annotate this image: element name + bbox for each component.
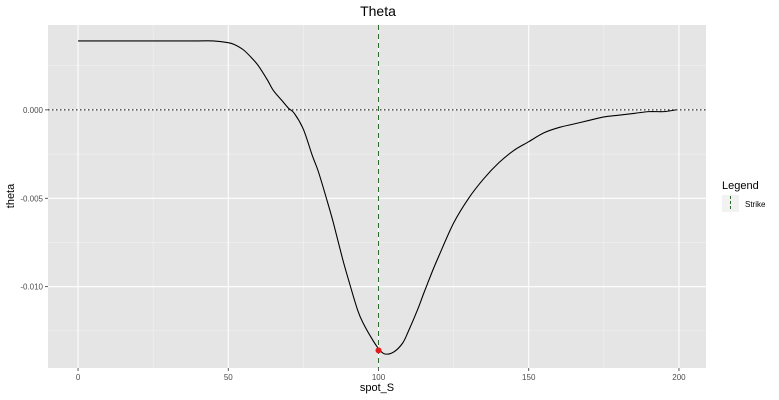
plot-panel [48,25,706,368]
x-axis-title: spot_S [360,382,394,394]
legend-title: Legend [722,180,759,192]
x-tick-label: 50 [224,373,233,382]
x-tick-label: 150 [522,373,536,382]
y-tick-label: -0.010 [20,283,43,292]
reference-lines [48,25,706,368]
x-tick-label: 0 [76,373,81,382]
point-group [375,347,382,354]
legend-item-strike: Strike [745,200,766,209]
x-tick-label: 100 [372,373,386,382]
x-tick-label: 200 [672,373,686,382]
y-axis-title: theta [5,183,17,208]
x-axis-ticks: 0 50 100 150 200 [76,368,686,382]
chart-title: Theta [360,3,396,19]
series-group [78,40,677,355]
y-tick-label: 0.000 [23,106,44,115]
strike-theta-point [375,347,382,354]
theta-curve [78,40,677,355]
y-axis-ticks: 0.000 -0.005 -0.010 [20,106,48,292]
y-tick-label: -0.005 [20,194,43,203]
legend: Legend Strike [722,180,766,212]
minor-gridlines [48,25,706,368]
